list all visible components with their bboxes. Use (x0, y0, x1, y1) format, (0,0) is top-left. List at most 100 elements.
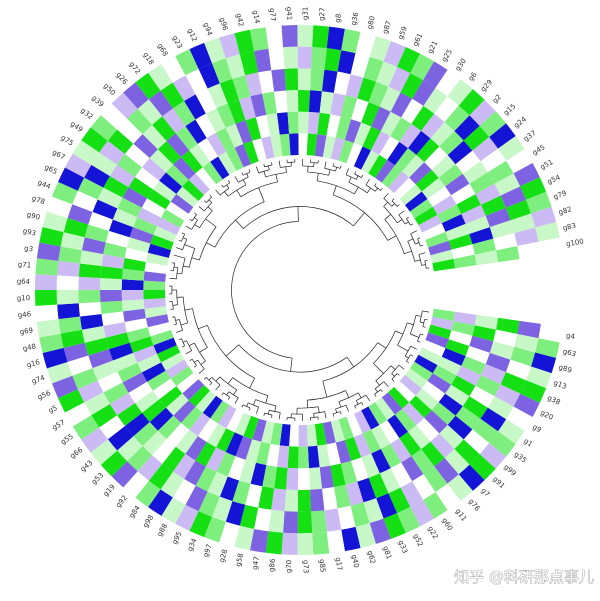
branch (258, 187, 265, 202)
heatmap-cell (416, 138, 440, 163)
heatmap-cell (455, 406, 481, 430)
heatmap-cell (92, 199, 118, 220)
heatmap-cell (152, 116, 176, 141)
heatmap-cell (430, 249, 454, 264)
heatmap-cell (142, 399, 166, 422)
heatmap-cell (441, 348, 466, 366)
heatmap-cell (160, 471, 185, 498)
gene-label: g80 (366, 15, 377, 30)
heatmap-cell (307, 445, 320, 469)
dendrogram (169, 159, 430, 421)
heatmap-cell (159, 386, 183, 408)
branch-arc (242, 404, 251, 409)
heatmap-cell (538, 237, 563, 257)
branch (404, 250, 412, 255)
heatmap-cell (322, 69, 338, 93)
heatmap-cell (493, 233, 518, 251)
gene-label: g83 (562, 222, 577, 233)
heatmap-cell (496, 317, 520, 334)
branch-arc (181, 338, 185, 346)
branch (345, 168, 349, 175)
branch (306, 400, 309, 408)
heatmap-cell (254, 48, 272, 73)
branch (354, 405, 357, 409)
heatmap-cell (78, 290, 101, 304)
heatmap-cell (60, 329, 85, 348)
heatmap-cell (126, 327, 151, 343)
branch-arc (242, 171, 251, 176)
heatmap-cell (412, 80, 436, 106)
branch (193, 365, 197, 368)
heatmap-cell (390, 92, 413, 118)
heatmap-cell (469, 227, 494, 245)
gene-label: g69 (19, 326, 33, 336)
heatmap-cell (427, 373, 452, 394)
branch (335, 167, 338, 172)
heatmap-cell (494, 384, 521, 407)
branch (398, 210, 405, 216)
gene-label: g62 (366, 550, 377, 565)
heatmap-cell (286, 90, 299, 113)
branch (208, 199, 213, 203)
heatmap-cell (390, 117, 412, 142)
branch (424, 318, 428, 321)
heatmap-cell (232, 75, 251, 100)
branch (227, 377, 234, 384)
branch (354, 171, 357, 175)
heatmap-cell (166, 133, 190, 158)
branch (189, 358, 193, 362)
heatmap-cell (91, 152, 118, 176)
branch (324, 411, 327, 419)
heatmap-cell (418, 347, 442, 366)
heatmap-cell (431, 155, 456, 178)
branch-arc (197, 359, 205, 370)
branch (175, 319, 180, 321)
branch (199, 347, 208, 353)
heatmap-cell (77, 177, 104, 200)
branch (221, 184, 224, 188)
gene-label: g85 (318, 559, 327, 573)
branch (332, 185, 337, 196)
heatmap-cell (369, 36, 391, 62)
heatmap-cell (225, 123, 244, 148)
heatmap-cell (90, 439, 118, 465)
branch (227, 180, 231, 184)
heatmap-cell (341, 28, 361, 54)
branch-arc (206, 377, 212, 384)
heatmap-cell (255, 441, 271, 466)
heatmap-cell (335, 440, 352, 464)
heatmap-cell (111, 461, 138, 488)
branch-arc (231, 221, 299, 359)
heatmap-cell (133, 134, 158, 159)
heatmap-cell (207, 83, 228, 109)
heatmap-cell (107, 129, 134, 155)
heatmap-cell (447, 79, 473, 106)
gene-label: g24 (513, 115, 529, 130)
heatmap-cell (103, 175, 129, 198)
heatmap-cell (380, 443, 402, 469)
heatmap-cell (399, 431, 422, 457)
heatmap-cell (67, 204, 93, 225)
heatmap-cell (438, 164, 463, 187)
heatmap-cell (265, 25, 284, 49)
heatmap-cell (416, 417, 440, 442)
branch (206, 242, 216, 248)
heatmap-cell (463, 429, 490, 455)
heatmap-cell (469, 385, 495, 408)
heatmap-cell (421, 113, 445, 139)
heatmap-cell (212, 496, 233, 522)
gene-label: g23 (171, 34, 184, 50)
heatmap-cell (506, 149, 533, 174)
heatmap-cell (297, 533, 314, 556)
heatmap-cell (448, 233, 473, 250)
branch (328, 169, 331, 176)
branch-arc (365, 184, 376, 192)
heatmap-cell (161, 497, 186, 524)
heatmap-cell (175, 126, 198, 151)
heatmap-cell (489, 123, 516, 149)
heatmap-cell (438, 393, 463, 416)
gene-label: g77 (268, 8, 277, 22)
heatmap-cell (422, 223, 446, 240)
heatmap-cell (175, 429, 198, 454)
heatmap-cell (100, 290, 122, 303)
